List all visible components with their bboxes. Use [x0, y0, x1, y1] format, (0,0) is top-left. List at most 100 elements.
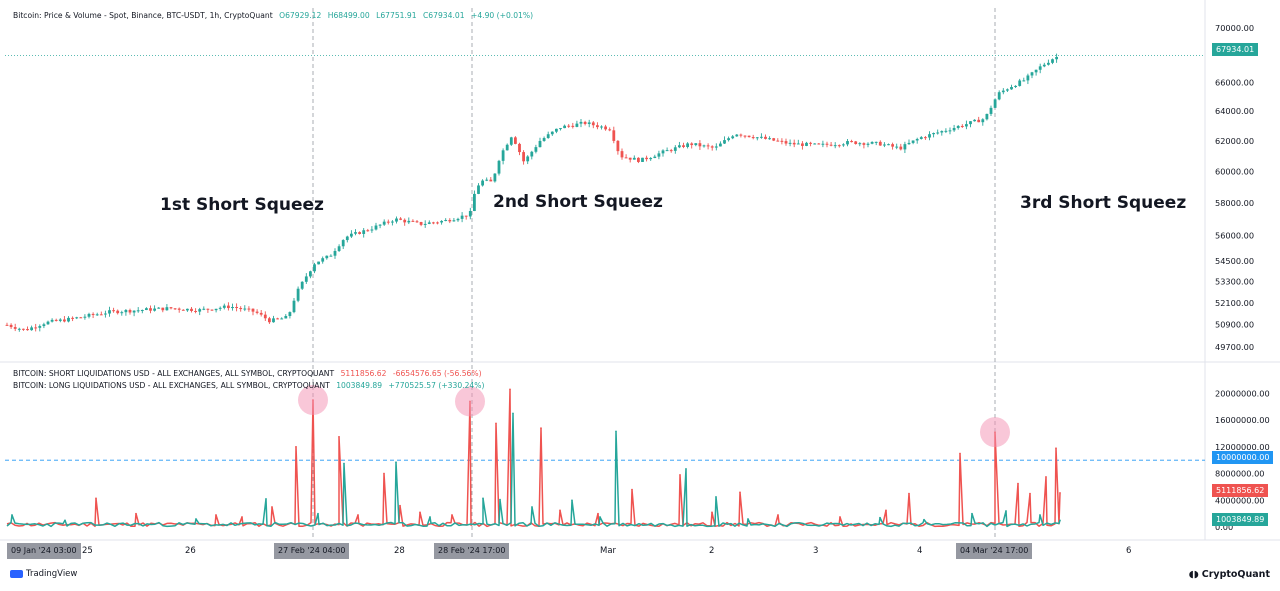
candle-body	[124, 309, 128, 313]
candle-body	[550, 131, 554, 135]
candle-body	[468, 211, 472, 217]
candle-body	[969, 121, 972, 125]
candle-body	[345, 236, 349, 241]
last-price-tag: 67934.01	[1212, 43, 1259, 56]
long-liq-point	[599, 516, 601, 518]
candle-body	[460, 215, 464, 219]
candle-body	[776, 140, 780, 142]
candle-body	[559, 128, 562, 130]
candle-body	[522, 152, 525, 162]
candle-body	[792, 142, 796, 145]
candle-body	[936, 132, 940, 134]
candle-body	[714, 146, 718, 148]
candle-body	[678, 145, 681, 148]
candle-body	[235, 306, 238, 309]
candle-body	[378, 224, 382, 226]
candle-body	[485, 179, 489, 181]
candle-body	[350, 233, 353, 237]
short-liq-point	[540, 427, 542, 429]
candle-body	[772, 138, 776, 141]
price-tick-label: 58000.00	[1215, 198, 1254, 208]
candle-body	[866, 143, 870, 145]
price-legend: Bitcoin: Price & Volume - Spot, Binance,…	[13, 11, 537, 20]
candle-body	[567, 125, 571, 127]
long-liq-point	[971, 512, 973, 515]
candle-body	[698, 143, 702, 147]
candle-body	[903, 144, 907, 150]
candle-body	[50, 319, 54, 322]
long-liq-point	[615, 430, 617, 433]
candle-body	[514, 137, 517, 144]
candle-body	[731, 136, 735, 139]
short-liq-point	[509, 388, 511, 391]
long-liq-point	[265, 498, 267, 500]
candle-body	[501, 150, 505, 161]
tradingview-logo[interactable]: TradingView	[10, 569, 77, 579]
annotation-third-squeeze: 3rd Short Squeez	[1020, 193, 1187, 213]
short-liq-point	[1029, 492, 1031, 495]
candle-body	[173, 308, 177, 310]
date-badge-third: 04 Mar '24 17:00	[956, 543, 1033, 559]
candle-body	[1047, 62, 1050, 65]
short-liq-point	[631, 488, 633, 491]
candle-body	[42, 324, 46, 327]
candle-body	[919, 137, 923, 139]
candle-body	[243, 308, 247, 310]
candle-body	[710, 146, 714, 148]
candle-body	[1010, 87, 1013, 90]
candle-body	[505, 144, 509, 151]
candle-body	[735, 134, 739, 137]
long-liquidations-line	[6, 412, 1061, 528]
candle-body	[194, 310, 197, 312]
short-liq-value: 5111856.62	[340, 369, 387, 378]
candle-body	[259, 312, 263, 315]
price-open: O67929.12	[279, 11, 322, 20]
cryptoquant-label: CryptoQuant	[1201, 569, 1270, 580]
long-liq-point	[195, 518, 197, 520]
short-liq-point	[908, 492, 910, 495]
candle-body	[542, 138, 546, 141]
candle-body	[579, 121, 583, 124]
short-liq-point	[399, 504, 401, 507]
candle-body	[448, 219, 452, 222]
candle-body	[973, 119, 976, 122]
candle-body	[108, 310, 111, 314]
long-liq-point	[923, 518, 925, 521]
candle-body	[67, 317, 70, 322]
candle-body	[628, 157, 632, 160]
candle-body	[788, 142, 792, 144]
candle-body	[145, 308, 148, 311]
short-liq-point	[451, 514, 453, 516]
candle-body	[497, 160, 501, 174]
candle-body	[386, 221, 390, 223]
short-liq-point	[679, 474, 681, 476]
short-liq-point	[959, 452, 961, 455]
price-high: H68499.00	[327, 11, 370, 20]
price-tick-label: 53300.00	[1215, 277, 1254, 287]
candle-body	[263, 314, 267, 319]
candle-body	[1034, 69, 1038, 73]
candle-body	[477, 185, 480, 194]
candle-body	[653, 156, 657, 159]
candle-body	[251, 308, 255, 312]
candle-body	[1026, 75, 1030, 81]
price-tick-label: 64000.00	[1215, 106, 1254, 116]
candle-body	[165, 307, 169, 311]
long-liq-point	[429, 516, 431, 518]
short-liq-point	[777, 514, 779, 516]
candle-body	[530, 151, 534, 157]
candle-body	[948, 130, 952, 132]
candle-body	[370, 229, 374, 231]
candle-body	[944, 130, 948, 132]
short-liq-point	[215, 514, 217, 516]
candle-body	[444, 219, 448, 221]
candle-body	[833, 145, 837, 147]
candle-body	[981, 119, 985, 123]
candle-body	[809, 142, 812, 144]
candle-body	[862, 143, 866, 145]
price-tick-label: 70000.00	[1215, 23, 1254, 33]
candle-body	[255, 311, 259, 313]
x-tick-6: 6	[1126, 546, 1132, 556]
candle-body	[608, 129, 612, 131]
long-liq-point	[747, 518, 749, 520]
